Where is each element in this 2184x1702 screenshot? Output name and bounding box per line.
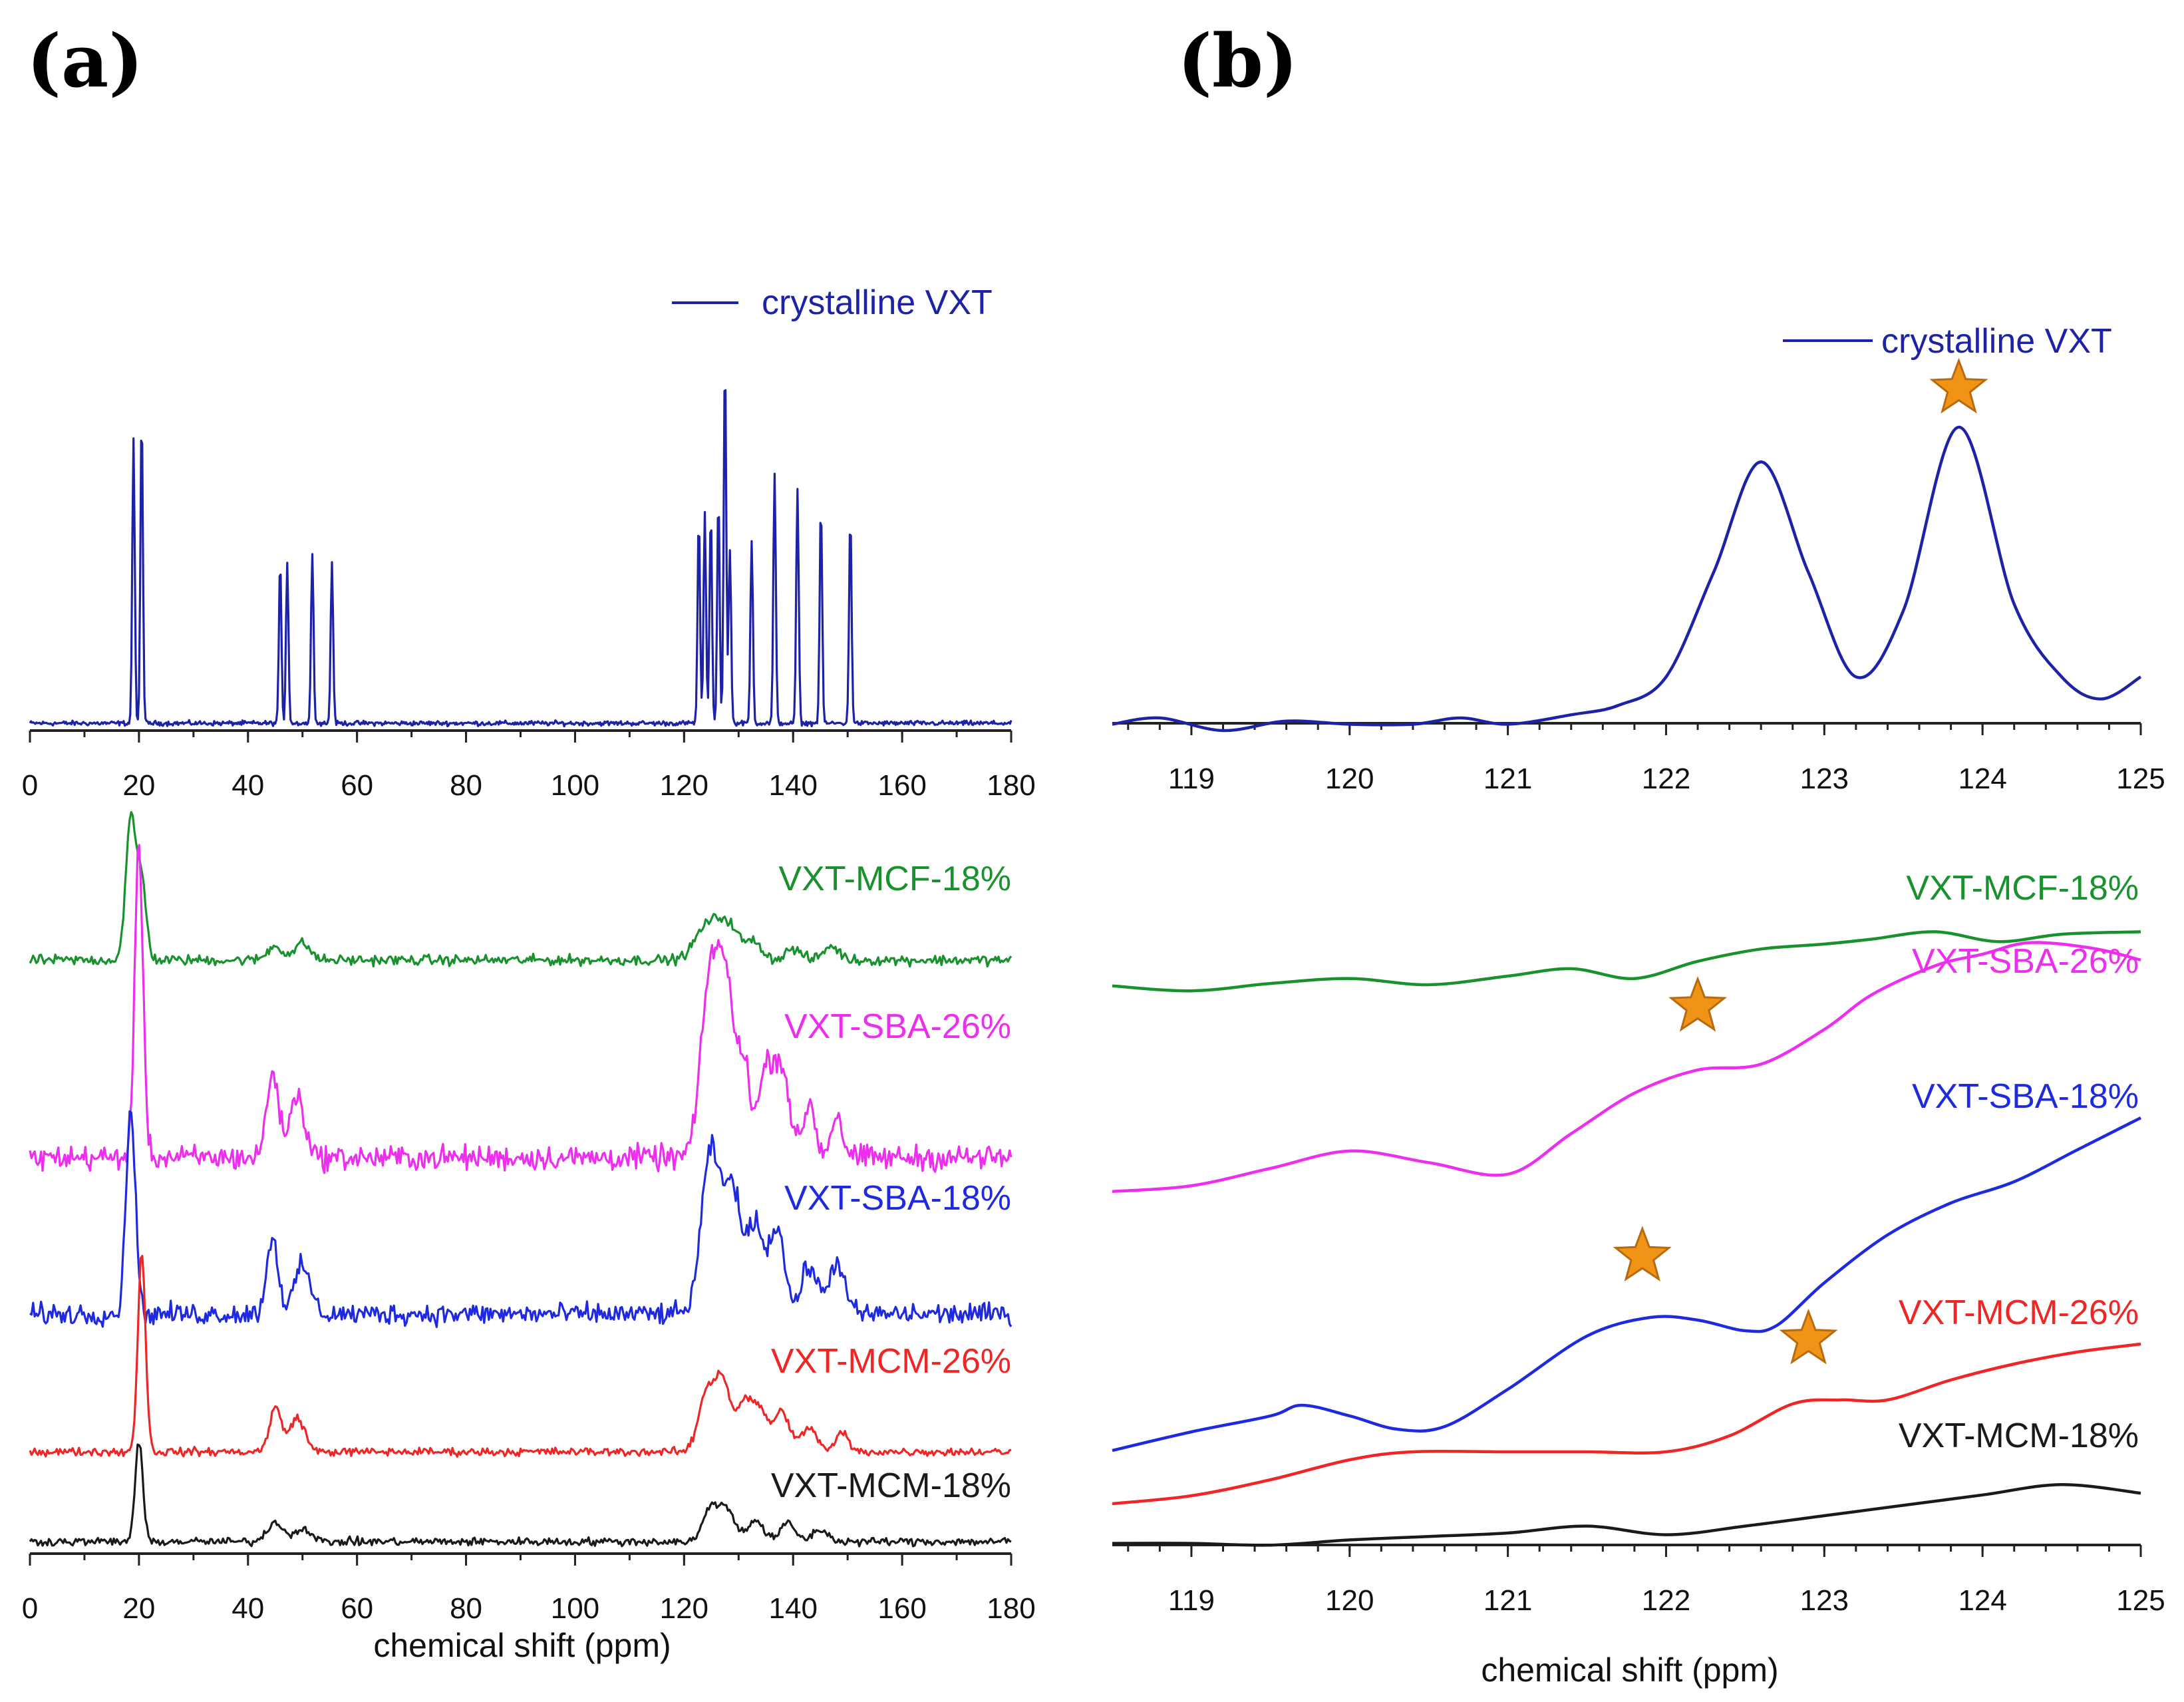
x-tick-label: 120 xyxy=(1325,1584,1374,1617)
x-tick-label: 125 xyxy=(2116,763,2165,795)
crystalline-vxt-trace-b xyxy=(1112,425,2142,733)
x-tick-label: 40 xyxy=(232,1592,264,1625)
label-a-vxt-mcm-26: VXT-MCM-26% xyxy=(771,1342,1011,1381)
crystalline-vxt-trace-a xyxy=(29,389,1013,728)
trace-a-mcm26 xyxy=(29,1254,1012,1458)
label-b-vxt-mcf-18: VXT-MCF-18% xyxy=(1906,869,2139,908)
panel-b-top-x-axis: 119 120 121 122 123 124 125 xyxy=(1112,722,2165,795)
x-tick-label: 80 xyxy=(450,1592,482,1625)
x-axis-title-b: chemical shift (ppm) xyxy=(1481,1651,1778,1689)
label-b-vxt-sba-26: VXT-SBA-26% xyxy=(1912,942,2139,981)
x-tick-label: 40 xyxy=(232,769,264,802)
x-tick-label: 20 xyxy=(122,1592,155,1625)
x-axis-title-a: chemical shift (ppm) xyxy=(373,1627,671,1664)
panel-a-label: (a) xyxy=(27,18,143,104)
x-tick-label: 121 xyxy=(1483,1584,1532,1617)
label-a-vxt-mcf-18: VXT-MCF-18% xyxy=(778,860,1011,898)
x-tick-label: 123 xyxy=(1800,763,1849,795)
trace-a-sba18 xyxy=(29,1110,1013,1329)
x-tick-label: 180 xyxy=(987,1592,1035,1625)
x-tick-label: 0 xyxy=(22,1592,38,1625)
trace-a-mcf18 xyxy=(29,810,1013,968)
x-tick-label: 125 xyxy=(2116,1584,2165,1617)
panel-b-top-chart: 119 120 121 122 123 124 125 crystalline VXT xyxy=(1112,322,2165,795)
x-tick-label: 60 xyxy=(341,1592,373,1625)
panel-a-top-chart: 0 20 40 60 80 100 120 140 160 180 crystalline VXT xyxy=(22,283,1036,802)
x-tick-label: 121 xyxy=(1483,763,1532,795)
x-tick-label: 0 xyxy=(22,769,38,802)
trace-a-mcm18 xyxy=(29,1443,1012,1548)
x-tick-label: 140 xyxy=(769,1592,818,1625)
legend-label-crystalline-a: crystalline VXT xyxy=(762,283,993,322)
legend-label-crystalline-b: crystalline VXT xyxy=(1881,322,2112,361)
x-tick-label: 124 xyxy=(1958,1584,2006,1617)
star-marker-icon xyxy=(1613,1226,1672,1281)
panel-a-bottom-x-axis: 0 20 40 60 80 100 120 140 160 180 xyxy=(22,1552,1036,1625)
x-tick-label: 120 xyxy=(660,1592,708,1625)
x-tick-label: 124 xyxy=(1958,763,2006,795)
label-a-vxt-sba-18: VXT-SBA-18% xyxy=(784,1179,1011,1218)
label-a-vxt-sba-26: VXT-SBA-26% xyxy=(784,1007,1011,1046)
label-b-vxt-sba-18: VXT-SBA-18% xyxy=(1912,1077,2139,1116)
x-tick-label: 120 xyxy=(1325,763,1374,795)
x-tick-label: 60 xyxy=(341,769,373,802)
x-tick-label: 122 xyxy=(1642,1584,1690,1617)
trace-b-sba26 xyxy=(1112,941,2141,1194)
panel-a-top-x-axis: 0 20 40 60 80 100 120 140 160 180 xyxy=(22,729,1036,802)
panel-b-bottom-x-axis: 119 120 121 122 123 124 125 xyxy=(1112,1544,2165,1617)
x-tick-label: 100 xyxy=(551,1592,599,1625)
x-tick-label: 140 xyxy=(769,769,818,802)
x-tick-label: 100 xyxy=(551,769,599,802)
x-tick-label: 180 xyxy=(987,769,1035,802)
trace-a-sba26 xyxy=(29,844,1013,1174)
trace-b-mcm26 xyxy=(1112,1342,2141,1506)
panel-b-bottom-chart: 119 120 121 122 123 124 125 VXT-MCF-18% VXT-SB… xyxy=(1112,869,2165,1689)
label-b-vxt-mcm-18: VXT-MCM-18% xyxy=(1899,1417,2139,1455)
x-tick-label: 122 xyxy=(1642,763,1690,795)
panel-b-label: (b) xyxy=(1177,18,1298,104)
x-tick-label: 119 xyxy=(1168,1584,1215,1617)
x-tick-label: 119 xyxy=(1168,763,1215,795)
trace-b-mcm18 xyxy=(1112,1482,2141,1547)
x-tick-label: 160 xyxy=(877,769,926,802)
panel-a-bottom-chart: 0 20 40 60 80 100 120 140 160 180 VXT-MCF-18% VXT… xyxy=(22,810,1036,1664)
x-tick-label: 123 xyxy=(1800,1584,1849,1617)
star-marker-icon xyxy=(1668,975,1728,1032)
star-marker-icon xyxy=(1929,357,1988,414)
x-tick-label: 160 xyxy=(877,1592,926,1625)
trace-b-sba18 xyxy=(1112,1116,2142,1452)
label-a-vxt-mcm-18: VXT-MCM-18% xyxy=(771,1466,1011,1505)
x-tick-label: 80 xyxy=(450,769,482,802)
x-tick-label: 20 xyxy=(122,769,155,802)
label-b-vxt-mcm-26: VXT-MCM-26% xyxy=(1899,1293,2139,1332)
star-marker-icon xyxy=(1779,1308,1838,1365)
trace-b-mcf18 xyxy=(1112,930,2141,993)
x-tick-label: 120 xyxy=(660,769,708,802)
